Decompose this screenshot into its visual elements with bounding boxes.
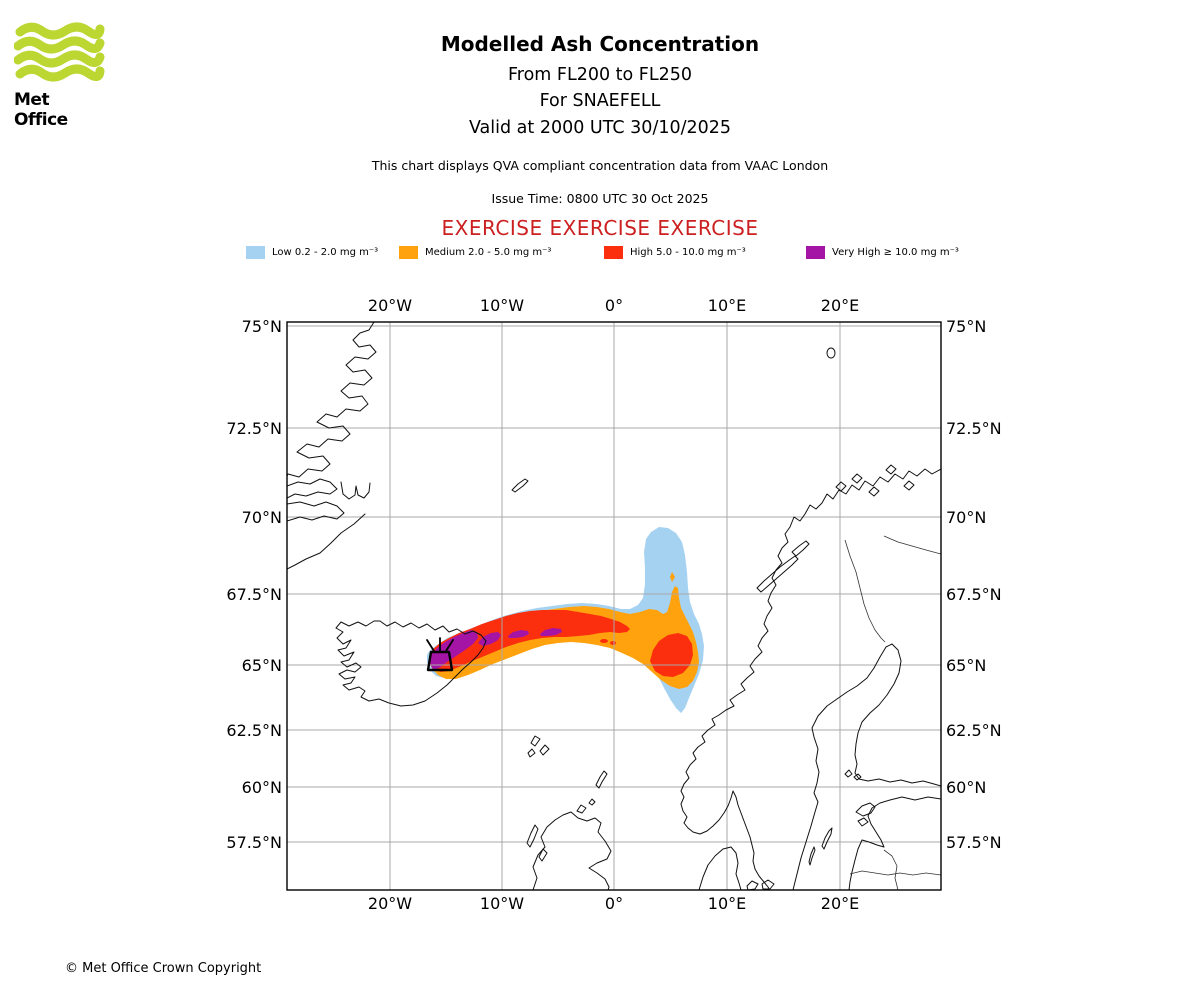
legend-swatch-high <box>604 246 623 259</box>
axis-labels: 20°W 10°W 0° 10°E 20°E 20°W 10°W 0° 10°E… <box>226 296 1001 913</box>
coastline-lofoten <box>756 555 799 593</box>
legend-swatch-low <box>246 246 265 259</box>
subtitle-volcano: For SNAEFELL <box>539 91 661 111</box>
coastline-greenland-fjord <box>287 501 345 522</box>
legend-swatch-medium <box>399 246 418 259</box>
y-tick-left: 60°N <box>242 778 282 797</box>
coastline-hebrides <box>526 824 548 862</box>
y-tick-right: 67.5°N <box>946 585 1002 604</box>
coastline-danish-islands <box>746 879 775 890</box>
legend-label-low: Low 0.2 - 2.0 mg m⁻³ <box>272 247 379 258</box>
ash-plume-very-high-streak <box>508 630 529 638</box>
copyright-notice: © Met Office Crown Copyright <box>65 961 262 976</box>
legend-swatch-very-high <box>806 246 825 259</box>
y-tick-right: 60°N <box>946 778 986 797</box>
coastline-greenland-southeast <box>287 513 366 570</box>
coastline-sweden-finland-gulf-of-bothnia <box>792 643 941 890</box>
y-tick-right: 75°N <box>946 317 986 336</box>
ash-plume <box>427 527 704 713</box>
y-tick-left: 57.5°N <box>226 833 282 852</box>
legend-item-high: High 5.0 - 10.0 mg m⁻³ <box>604 245 746 260</box>
coastline-vesteralen <box>791 540 810 557</box>
x-tick-top: 0° <box>605 296 623 315</box>
border-baltic-states <box>883 849 899 890</box>
y-tick-right: 62.5°N <box>946 721 1002 740</box>
ash-plume-very-high-streak <box>540 628 562 636</box>
border-norway-sweden <box>844 539 886 643</box>
exercise-banner: EXERCISE EXERCISE EXERCISE <box>441 216 759 240</box>
coastline-shetland <box>595 770 608 789</box>
subtitle-flight-levels: From FL200 to FL250 <box>507 65 693 85</box>
coastline-greenland <box>287 322 377 478</box>
y-tick-left: 62.5°N <box>226 721 282 740</box>
x-tick-bottom: 20°E <box>821 894 859 913</box>
y-tick-left: 72.5°N <box>226 419 282 438</box>
y-tick-left: 70°N <box>242 508 282 527</box>
legend-label-high: High 5.0 - 10.0 mg m⁻³ <box>630 247 746 258</box>
y-tick-left: 75°N <box>242 317 282 336</box>
coastline-greenland-inlet <box>340 481 371 500</box>
ash-plume-high-band <box>429 610 630 672</box>
coastline-iceland <box>335 620 487 707</box>
x-tick-top: 10°W <box>480 296 524 315</box>
legend-item-very-high: Very High ≥ 10.0 mg m⁻³ <box>806 245 959 260</box>
map-frame <box>286 321 942 891</box>
x-tick-top: 20°W <box>368 296 412 315</box>
met-office-logo: Met Office <box>13 22 106 130</box>
x-tick-bottom: 0° <box>605 894 623 913</box>
y-tick-right: 57.5°N <box>946 833 1002 852</box>
ash-plume-high-speck <box>610 641 616 645</box>
met-office-logo-text: Met Office <box>14 90 68 130</box>
page-title: Modelled Ash Concentration <box>440 32 760 56</box>
coastline-gotland <box>821 827 833 850</box>
ash-plume-high-lobe <box>650 633 693 677</box>
coastline-orkney <box>576 798 596 814</box>
coastline-denmark <box>698 846 742 890</box>
coastline-estonia-latvia <box>848 796 941 890</box>
legend-label-very-high: Very High ≥ 10.0 mg m⁻³ <box>832 247 959 258</box>
ash-plume-high-speck <box>600 639 608 643</box>
coastline-troms-islands <box>835 464 915 497</box>
border-norway-finland <box>883 535 941 555</box>
issue-time: Issue Time: 0800 UTC 30 Oct 2025 <box>491 191 709 206</box>
coastline-scotland <box>532 811 612 890</box>
ash-plume-medium <box>429 586 699 689</box>
qva-note: This chart displays QVA compliant concen… <box>371 158 829 173</box>
coastline-jan-mayen <box>511 478 529 493</box>
ash-plume-medium-dot <box>670 572 675 582</box>
y-tick-right: 70°N <box>946 508 986 527</box>
coastline-norway <box>680 468 941 890</box>
x-tick-top: 20°E <box>821 296 859 315</box>
border-latvia-lithuania <box>849 870 941 876</box>
x-tick-top: 10°E <box>708 296 746 315</box>
subtitle-valid-time: Valid at 2000 UTC 30/10/2025 <box>468 118 732 138</box>
y-tick-left: 65°N <box>242 656 282 675</box>
y-tick-right: 65°N <box>946 656 986 675</box>
coastline-saaremaa <box>855 802 876 827</box>
legend-label-medium: Medium 2.0 - 5.0 mg m⁻³ <box>425 247 552 258</box>
ash-plume-very-high-streak <box>478 632 501 646</box>
x-tick-bottom: 20°W <box>368 894 412 913</box>
coastline-bear-island <box>826 347 836 359</box>
coastline-greenland-fjord <box>287 478 338 499</box>
coastline-aland-islands <box>844 769 862 781</box>
y-tick-left: 67.5°N <box>226 585 282 604</box>
x-tick-bottom: 10°W <box>480 894 524 913</box>
legend-item-medium: Medium 2.0 - 5.0 mg m⁻³ <box>399 245 551 260</box>
coastlines <box>287 322 941 890</box>
volcano-symbol <box>426 637 454 672</box>
coastline-oland <box>808 846 816 866</box>
graticule <box>287 322 941 890</box>
met-office-logo-waves <box>13 22 105 82</box>
x-tick-bottom: 10°E <box>708 894 746 913</box>
ash-plume-very-high-source <box>430 630 478 670</box>
coastline-faroe <box>527 735 550 758</box>
legend-item-low: Low 0.2 - 2.0 mg m⁻³ <box>246 245 378 260</box>
y-tick-right: 72.5°N <box>946 419 1002 438</box>
